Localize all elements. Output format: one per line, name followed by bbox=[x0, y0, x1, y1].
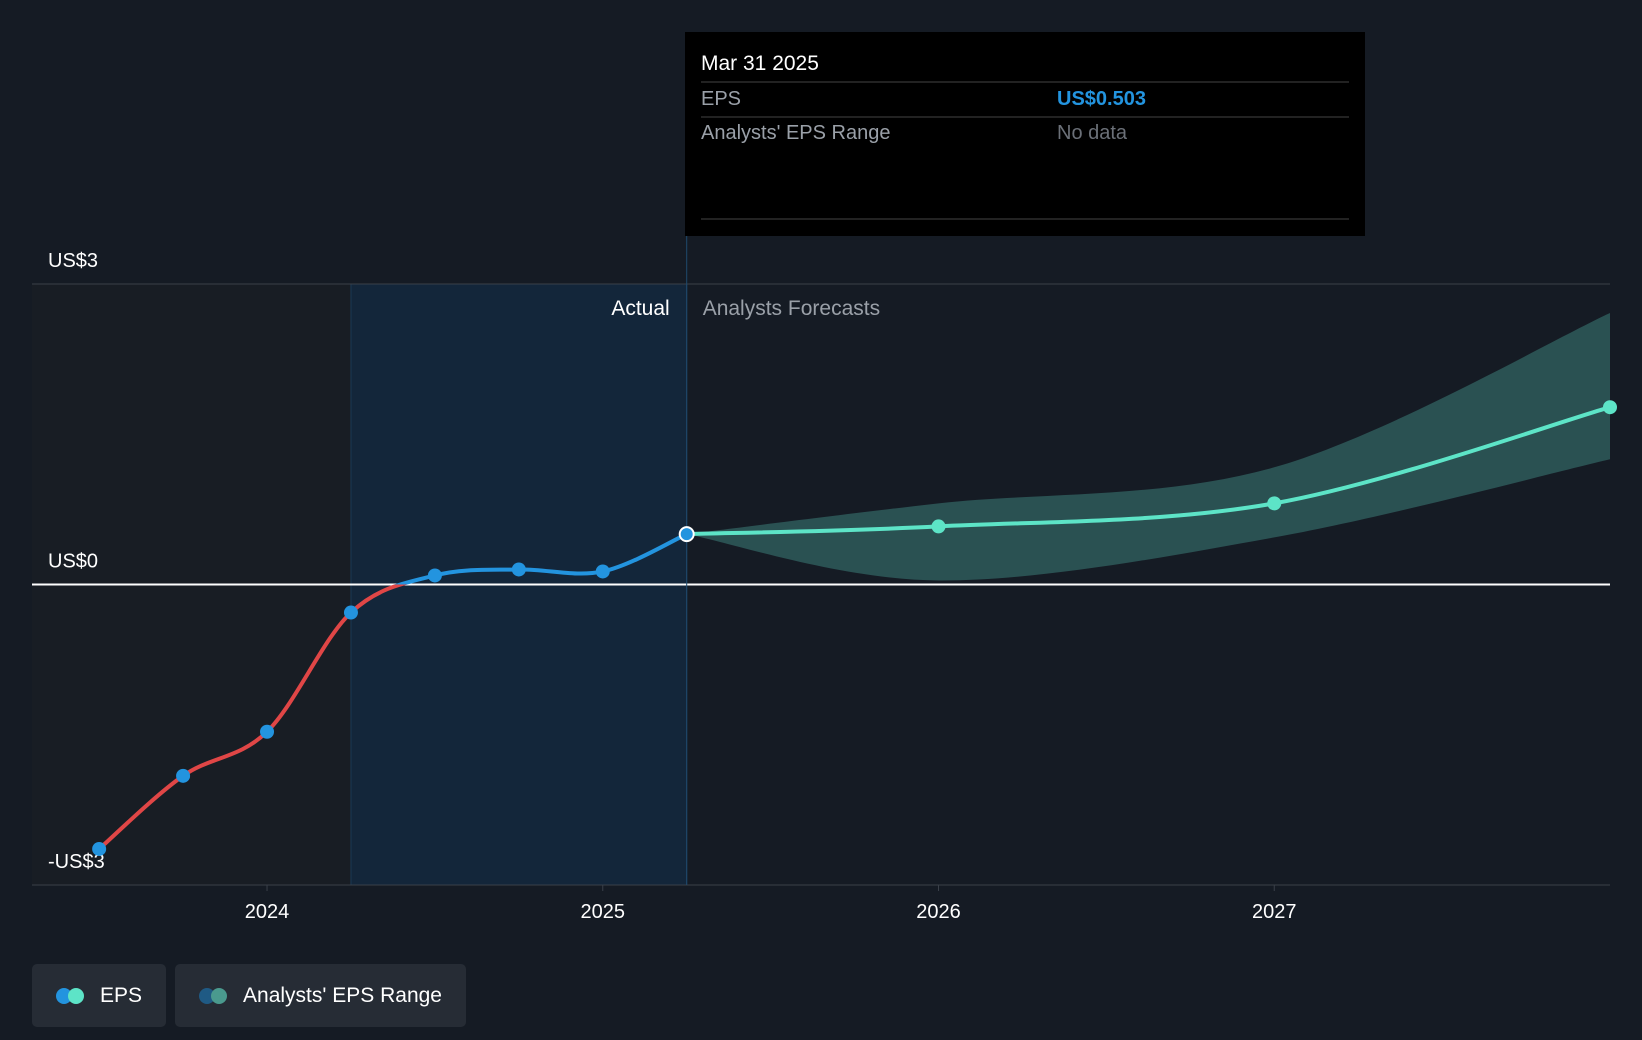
eps-point bbox=[260, 724, 275, 739]
eps-point bbox=[343, 605, 358, 620]
legend-item[interactable]: Analysts' EPS Range bbox=[175, 964, 466, 1027]
tooltip-box bbox=[685, 32, 1365, 236]
y-tick-label: US$0 bbox=[48, 551, 98, 573]
eps-point bbox=[176, 768, 191, 783]
eps-range-band bbox=[686, 313, 1610, 581]
tooltip-title: Mar 31 2025 bbox=[701, 52, 819, 75]
legend-dot bbox=[68, 987, 84, 1004]
actual-label: Actual bbox=[611, 297, 669, 320]
legend-label: Analysts' EPS Range bbox=[243, 983, 442, 1007]
legend-dot bbox=[211, 987, 228, 1004]
eps-point bbox=[1267, 496, 1282, 511]
tooltip: Mar 31 2025 EPS US$0.503 Analysts' EPS Rang… bbox=[685, 32, 1365, 236]
y-tick-label: -US$3 bbox=[48, 851, 105, 873]
x-tick-label: 2026 bbox=[916, 901, 961, 923]
x-tick-label: 2025 bbox=[581, 901, 626, 923]
legend-swatch bbox=[199, 987, 231, 1004]
x-tick-label: 2027 bbox=[1252, 901, 1297, 923]
eps-point bbox=[678, 526, 695, 543]
eps-point bbox=[92, 841, 107, 856]
eps-forecast-line bbox=[686, 405, 1611, 537]
legend: EPS Analysts' EPS Range bbox=[32, 964, 466, 1027]
legend-swatch bbox=[56, 987, 88, 1004]
eps-actual-line bbox=[97, 532, 688, 851]
eps-point bbox=[511, 562, 526, 577]
tooltip-row-label: EPS bbox=[701, 88, 741, 110]
eps-point bbox=[1603, 400, 1617, 415]
eps-point bbox=[931, 519, 946, 534]
tooltip-row-value: No data bbox=[1057, 122, 1128, 144]
tooltip-row-value: US$0.503 bbox=[1057, 88, 1146, 110]
legend-label: EPS bbox=[100, 983, 143, 1007]
legend-item[interactable]: EPS bbox=[32, 964, 167, 1027]
tooltip-row-label: Analysts' EPS Range bbox=[701, 122, 890, 144]
eps-point bbox=[595, 564, 610, 579]
forecast-label: Analysts Forecasts bbox=[703, 297, 880, 320]
eps-point bbox=[427, 568, 442, 583]
y-tick-label: US$3 bbox=[48, 250, 98, 272]
x-tick-label: 2024 bbox=[245, 901, 290, 923]
